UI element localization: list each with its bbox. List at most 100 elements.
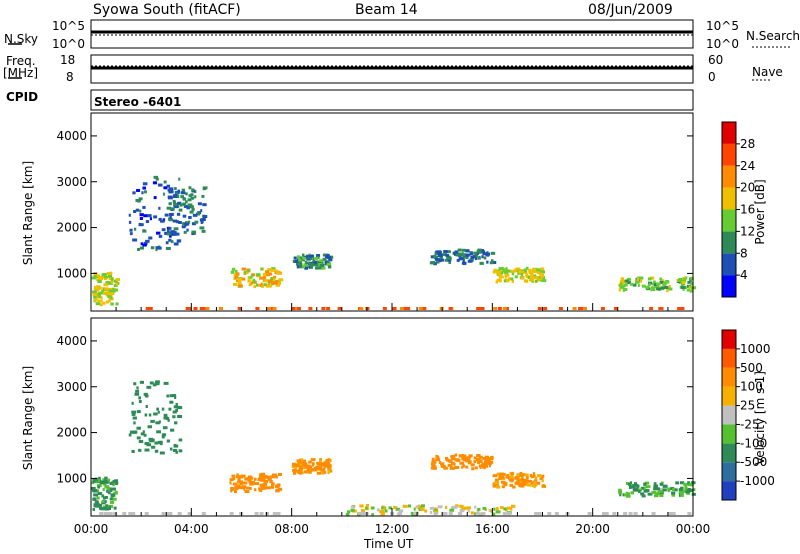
echo-cell-1-2-63 — [259, 478, 263, 482]
ground-band-1-30 — [587, 512, 592, 515]
echo-cell-0-5-52 — [445, 253, 450, 257]
echo-cell-0-5-53 — [481, 255, 484, 259]
echo-cell-0-1-82 — [168, 218, 174, 222]
echo-cell-0-3-33 — [244, 271, 249, 275]
echo-cell-1-4-83 — [495, 510, 501, 514]
echo-cell-1-5-49 — [479, 455, 483, 459]
echo-cell-0-5-15 — [430, 255, 436, 259]
echo-cell-0-7-64 — [682, 278, 686, 282]
ground-band-1-47 — [448, 512, 453, 515]
echo-cell-1-3-39 — [316, 461, 322, 465]
echo-cell-0-7-68 — [659, 280, 664, 284]
ground-band-0-11 — [392, 307, 397, 310]
echo-cell-0-2-65 — [184, 222, 190, 226]
power-colorbar-tick-label-1: 8 — [740, 246, 748, 260]
echo-cell-0-4-81 — [302, 256, 306, 260]
echo-cell-0-0-68 — [95, 302, 101, 306]
echo-cell-1-0-12 — [104, 495, 108, 499]
echo-cell-1-0-64 — [97, 492, 103, 496]
echo-cell-0-0-81 — [115, 282, 119, 286]
ground-band-1-48 — [161, 512, 166, 515]
echo-cell-0-1-48 — [165, 246, 171, 250]
echo-cell-1-1-21 — [172, 415, 176, 419]
echo-cell-1-1-28 — [147, 425, 153, 429]
echo-cell-0-0-47 — [108, 281, 111, 285]
echo-cell-1-7-33 — [656, 487, 660, 491]
echo-cell-1-3-46 — [316, 471, 322, 475]
echo-cell-1-4-56 — [510, 504, 516, 508]
echo-cell-0-4-8 — [298, 262, 303, 266]
echo-cell-0-3-77 — [235, 272, 240, 276]
echo-cell-0-0-37 — [103, 276, 107, 280]
echo-cell-1-5-4 — [491, 460, 494, 464]
echo-cell-1-6-88 — [519, 482, 525, 486]
echo-cell-0-7-10 — [659, 279, 664, 283]
echo-cell-1-1-57 — [132, 430, 137, 434]
echo-cell-0-2-61 — [181, 188, 185, 192]
ground-band-0-4 — [580, 307, 585, 310]
velocity-colorbar-swatch-5 — [722, 386, 736, 406]
echo-cell-0-6-62 — [518, 268, 522, 272]
echo-cell-0-4-36 — [320, 266, 326, 270]
echo-cell-1-3-73 — [297, 470, 302, 474]
echo-cell-0-5-37 — [470, 256, 475, 260]
echo-cell-0-7-62 — [623, 283, 628, 287]
echo-cell-1-6-65 — [533, 482, 537, 486]
ground-band-0-26 — [187, 307, 192, 310]
echo-cell-0-6-60 — [533, 274, 537, 278]
echo-cell-1-3-66 — [292, 471, 297, 475]
echo-cell-0-1-83 — [172, 195, 178, 199]
echo-cell-1-6-40 — [519, 473, 524, 477]
echo-cell-1-1-39 — [170, 428, 175, 432]
echo-cell-0-3-32 — [237, 277, 243, 281]
echo-cell-0-0-39 — [99, 303, 103, 307]
echo-cell-0-5-76 — [477, 248, 482, 252]
echo-cell-1-6-20 — [530, 482, 535, 486]
echo-cell-1-5-83 — [431, 460, 437, 464]
echo-cell-0-6-36 — [528, 268, 532, 272]
echo-cell-1-1-80 — [150, 419, 155, 423]
echo-cell-0-5-56 — [439, 253, 443, 257]
echo-cell-1-1-84 — [138, 448, 142, 452]
echo-cell-0-0-62 — [96, 274, 100, 278]
echo-cell-1-4-65 — [429, 506, 435, 510]
echo-cell-0-0-84 — [93, 298, 98, 302]
echo-cell-0-1-87 — [142, 186, 147, 190]
echo-cell-0-2-3 — [199, 226, 205, 230]
ground-band-0-47 — [448, 307, 453, 310]
echo-cell-0-5-60 — [435, 250, 439, 254]
echo-cell-0-2-43 — [166, 232, 171, 236]
echo-cell-1-5-9 — [482, 465, 485, 469]
echo-cell-0-3-17 — [256, 283, 259, 287]
velocity-colorbar-swatch-7 — [722, 348, 736, 368]
echo-cell-0-2-77 — [170, 207, 175, 211]
echo-cell-0-2-81 — [180, 191, 186, 195]
echo-cell-0-7-70 — [662, 283, 667, 287]
ground-band-1-11 — [481, 512, 486, 515]
echo-cell-1-4-59 — [424, 509, 428, 513]
echo-cell-1-1-52 — [169, 400, 174, 404]
echo-cell-0-5-24 — [482, 252, 487, 256]
ground-band-1-59 — [168, 512, 173, 515]
echo-cell-1-0-27 — [105, 504, 109, 508]
echo-cell-0-5-14 — [446, 250, 451, 254]
y-tick-label-0-1: 2000 — [56, 221, 87, 235]
echo-cell-0-4-65 — [302, 265, 306, 269]
ground-band-0-40 — [255, 307, 260, 310]
echo-cell-0-6-86 — [523, 279, 528, 283]
echo-cell-0-1-76 — [155, 177, 159, 181]
y-tick-label-0-0: 1000 — [56, 266, 87, 280]
echo-cell-1-7-48 — [629, 481, 633, 485]
ground-band-0-58 — [266, 307, 271, 310]
ground-band-1-10 — [113, 512, 118, 515]
echo-cell-1-4-40 — [365, 506, 368, 510]
echo-cell-1-2-67 — [275, 489, 280, 493]
echo-cell-0-2-86 — [176, 194, 180, 198]
echo-cell-1-1-1 — [133, 421, 136, 425]
echo-cell-1-6-83 — [508, 478, 514, 482]
echo-cell-0-2-48 — [187, 220, 191, 224]
echo-cell-0-6-61 — [505, 267, 508, 271]
echo-cell-0-4-70 — [295, 262, 299, 266]
echo-cell-1-1-32 — [131, 410, 137, 414]
cpid-panel-frame — [90, 89, 694, 111]
